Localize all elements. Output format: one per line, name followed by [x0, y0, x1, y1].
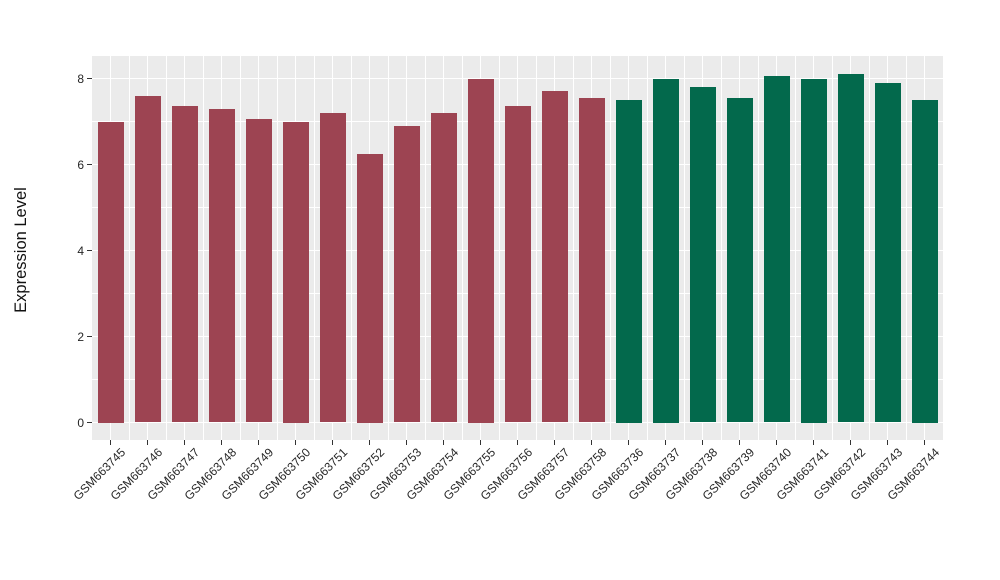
gridline-minor-vertical	[794, 56, 796, 440]
gridline-major-horizontal	[92, 421, 943, 424]
bar	[171, 106, 198, 423]
x-axis-tick	[369, 440, 370, 445]
gridline-minor-vertical	[868, 56, 870, 440]
x-axis-tick	[147, 440, 148, 445]
x-axis-tick	[554, 440, 555, 445]
y-axis-tick	[87, 422, 92, 423]
y-tick-label: 0	[77, 415, 84, 430]
x-axis-tick	[295, 440, 296, 445]
y-axis-tick	[87, 336, 92, 337]
gridline-minor-vertical	[498, 56, 500, 440]
gridline-minor-vertical	[424, 56, 426, 440]
gridline-minor-vertical	[757, 56, 759, 440]
x-axis-tick	[628, 440, 629, 445]
bar	[763, 76, 790, 423]
x-axis-tick	[258, 440, 259, 445]
gridline-minor-vertical	[720, 56, 722, 440]
plot-panel	[92, 56, 943, 440]
bar	[689, 87, 716, 423]
x-axis-tick	[665, 440, 666, 445]
y-axis-tick	[87, 250, 92, 251]
gridline-minor-vertical	[683, 56, 685, 440]
gridline-minor-vertical	[276, 56, 278, 440]
gridline-minor-vertical	[239, 56, 241, 440]
x-axis-tick	[406, 440, 407, 445]
y-tick-label: 2	[77, 329, 84, 344]
bar	[874, 82, 901, 423]
x-axis-tick	[813, 440, 814, 445]
x-axis-tick	[221, 440, 222, 445]
bar	[837, 74, 864, 423]
y-tick-label: 4	[77, 243, 84, 258]
bar	[911, 100, 938, 423]
bar	[393, 125, 420, 423]
gridline-minor-vertical	[313, 56, 315, 440]
x-axis-tick	[739, 440, 740, 445]
bar	[430, 112, 457, 423]
y-tick-label: 8	[77, 71, 84, 86]
y-axis-tick	[87, 78, 92, 79]
bar	[726, 97, 753, 423]
gridline-minor-vertical	[905, 56, 907, 440]
x-axis-tick	[443, 440, 444, 445]
bar	[245, 119, 272, 423]
x-axis-tick	[850, 440, 851, 445]
gridline-minor-vertical	[831, 56, 833, 440]
bar	[467, 78, 494, 423]
bar	[319, 112, 346, 423]
y-tick-label: 6	[77, 157, 84, 172]
bar	[578, 97, 605, 423]
gridline-minor-vertical	[128, 56, 130, 440]
gridline-minor-vertical	[165, 56, 167, 440]
bar	[97, 121, 124, 423]
bar	[800, 78, 827, 423]
x-axis-tick	[702, 440, 703, 445]
x-axis-tick	[110, 440, 111, 445]
x-axis-tick	[776, 440, 777, 445]
gridline-minor-vertical	[461, 56, 463, 440]
y-axis-title: Expression Level	[12, 187, 30, 313]
x-axis-tick	[591, 440, 592, 445]
x-axis-tick	[517, 440, 518, 445]
bar	[652, 78, 679, 423]
x-axis-tick	[480, 440, 481, 445]
x-axis-tick	[184, 440, 185, 445]
gridline-minor-vertical	[535, 56, 537, 440]
bar	[541, 91, 568, 423]
x-axis-tick	[887, 440, 888, 445]
x-axis-tick	[924, 440, 925, 445]
bar	[282, 121, 309, 423]
y-axis-tick	[87, 164, 92, 165]
x-axis-tick	[332, 440, 333, 445]
bar	[208, 108, 235, 423]
gridline-minor-vertical	[350, 56, 352, 440]
bar	[134, 95, 161, 423]
gridline-minor-vertical	[646, 56, 648, 440]
gridline-minor-vertical	[609, 56, 611, 440]
gridline-major-horizontal	[92, 77, 943, 80]
bar	[504, 106, 531, 423]
bar	[356, 153, 383, 423]
gridline-minor-vertical	[572, 56, 574, 440]
gridline-minor-vertical	[202, 56, 204, 440]
gridline-minor-vertical	[387, 56, 389, 440]
bar	[615, 100, 642, 423]
